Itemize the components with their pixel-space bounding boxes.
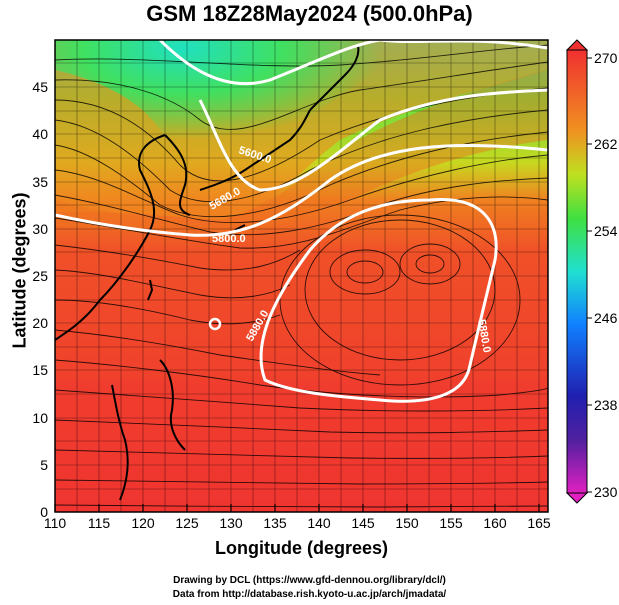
x-tick-115: 115 [88,515,111,531]
x-tick-135: 135 [263,515,287,531]
x-tick-165: 165 [527,515,551,531]
y-tick-5: 5 [40,457,48,473]
y-axis-label: Latitude (degrees) [9,192,30,349]
colorbar-tick-270: 270 [594,50,618,66]
colorbar-tick-262: 262 [594,136,618,152]
x-tick-110: 110 [44,515,67,531]
x-tick-120: 120 [131,515,155,531]
colorbar-tick-246: 246 [594,310,618,326]
grid-lines [55,40,548,512]
y-tick-30: 30 [32,221,48,237]
contour-label-5: 5880.0 [475,318,493,353]
y-tick-20: 20 [32,315,48,331]
x-tick-155: 155 [439,515,463,531]
y-tick-45: 45 [32,79,48,95]
y-tick-15: 15 [32,362,48,378]
contour-label-3: 5800.0 [212,233,246,245]
colorbar-tick-238: 238 [594,397,618,413]
x-tick-160: 160 [483,515,507,531]
map-title: GSM 18Z28May2024 (500.0hPa) [146,1,473,26]
y-tick-40: 40 [32,126,48,142]
credit-data-source: Data from http://database.rish.kyoto-u.a… [172,589,447,600]
colorbar-tick-254: 254 [594,223,618,239]
y-tick-25: 25 [32,268,48,284]
wind-streamlines [55,44,548,508]
y-tick-10: 10 [32,410,48,426]
colorbar-tick-230: 230 [594,484,618,500]
x-tick-125: 125 [175,515,199,531]
plot-frame [54,39,549,513]
y-tick-35: 35 [32,174,48,190]
axis-ticks [54,504,540,512]
x-axis-label: Longitude (degrees) [214,538,388,558]
y-tick-0: 0 [40,504,48,520]
x-tick-145: 145 [351,515,375,531]
x-tick-140: 140 [307,515,331,531]
x-tick-150: 150 [395,515,419,531]
x-tick-130: 130 [219,515,243,531]
height-contours [55,40,548,403]
credit-drawing: Drawing by DCL (https://www.gfd-dennou.o… [173,575,446,586]
colorbar: 270 262 254 246 238 230 [565,39,618,504]
typhoon-center-icon [208,317,222,331]
